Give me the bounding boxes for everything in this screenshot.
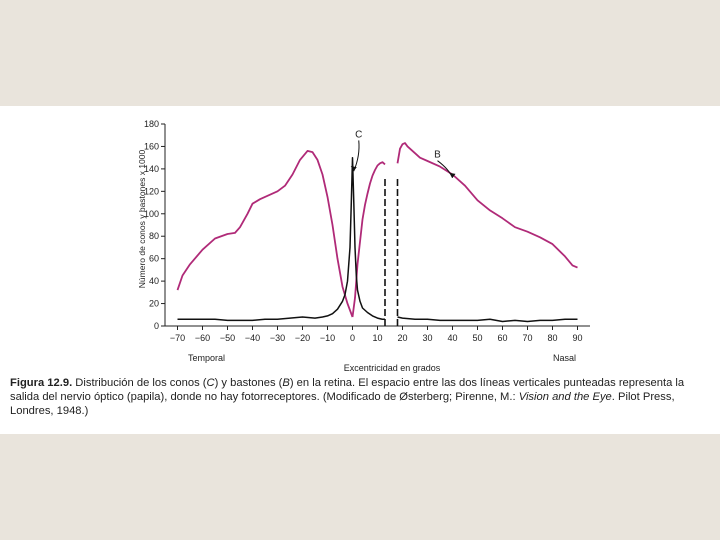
slide-panel: 0 20 40 60 80 100 120 140 160 180 −70 −60 −50 −40 −30−…: [0, 106, 720, 434]
y-tick-label: 180: [144, 119, 159, 129]
x-tick-label: 20: [397, 333, 407, 343]
caption-text-1: Distribución de los conos (: [75, 377, 207, 389]
annotation-arrowhead: [449, 172, 456, 178]
x-tick-label: −30: [270, 333, 285, 343]
annotation-arrowhead: [350, 166, 357, 172]
y-tick-label: 40: [149, 276, 159, 286]
rods-series-line: [396, 142, 578, 269]
y-axis-label: Número de conos y bastones x 1000: [137, 150, 147, 289]
y-tick-label: 20: [149, 299, 159, 309]
y-tick-label: 160: [144, 141, 159, 151]
y-tick-label: 100: [144, 209, 159, 219]
caption-text-4: . Pilot Press, Londres, 1948.): [10, 391, 675, 417]
series-annotation-c: C: [355, 129, 362, 140]
x-right-label: Nasal: [553, 353, 576, 363]
caption-b-letter: B: [282, 377, 290, 389]
annotation-arrow: [353, 140, 360, 172]
x-axis-label: Excentricidad en grados: [344, 363, 441, 373]
chart-labels: Número de conos y bastones x 1000 Excent…: [137, 150, 576, 373]
x-left-label: Temporal: [188, 353, 225, 363]
y-tick-label: 120: [144, 186, 159, 196]
x-tick-label: −20: [295, 333, 310, 343]
x-tick-label: −40: [245, 333, 260, 343]
cones-series-line: [177, 156, 385, 322]
y-tick-label: 140: [144, 164, 159, 174]
x-tick-label: −10: [320, 333, 335, 343]
x-tick-label: 80: [547, 333, 557, 343]
x-tick-label: 60: [497, 333, 507, 343]
x-tick-label: 30: [422, 333, 432, 343]
x-tick-label: 0: [350, 333, 355, 343]
caption-c-letter: C: [206, 377, 215, 389]
caption-label: Figura 12.9.: [10, 377, 73, 389]
chart-figure: 0 20 40 60 80 100 120 140 160 180 −70 −60 −50 −40 −30−…: [130, 112, 600, 374]
x-tick-label: 10: [372, 333, 382, 343]
cones-series-line: [397, 316, 578, 323]
caption-book-title: Vision and the Eye: [518, 391, 612, 403]
x-tick-label: 50: [472, 333, 482, 343]
figure-caption: Figura 12.9. Distribución de los conos (…: [10, 376, 710, 418]
x-tick-label: 90: [572, 333, 582, 343]
rods-series-line: [351, 161, 386, 318]
x-tick-label: −70: [170, 333, 185, 343]
y-tick-label: 80: [149, 231, 159, 241]
y-tick-label: 60: [149, 254, 159, 264]
x-tick-label: 70: [522, 333, 532, 343]
x-tick-label: −50: [220, 333, 235, 343]
x-tick-label: −60: [195, 333, 210, 343]
caption-text-3: ) en la retina. El espacio entre las dos…: [10, 377, 685, 403]
y-tick-label: 0: [154, 321, 159, 331]
chart-marks: CB: [176, 129, 578, 326]
x-tick-label: 40: [447, 333, 457, 343]
series-annotation-b: B: [434, 150, 441, 161]
rods-series-line: [176, 150, 354, 318]
caption-text-2: ) y bastones (: [214, 377, 283, 389]
